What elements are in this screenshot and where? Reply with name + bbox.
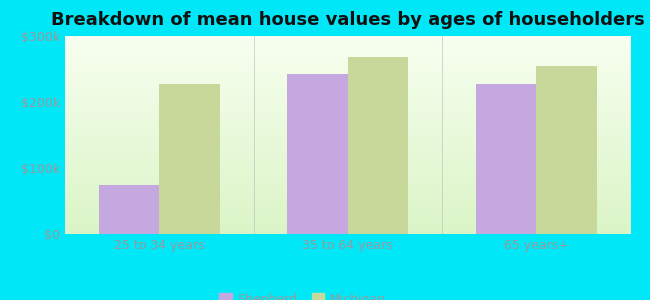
Bar [99, 184, 159, 234]
Bar [287, 74, 348, 234]
Bar [476, 83, 536, 234]
Bar [159, 83, 220, 234]
Bar [536, 66, 597, 234]
Bar [348, 57, 408, 234]
Title: Breakdown of mean house values by ages of householders: Breakdown of mean house values by ages o… [51, 11, 645, 29]
Legend: Shepherd, Michigan: Shepherd, Michigan [214, 288, 391, 300]
